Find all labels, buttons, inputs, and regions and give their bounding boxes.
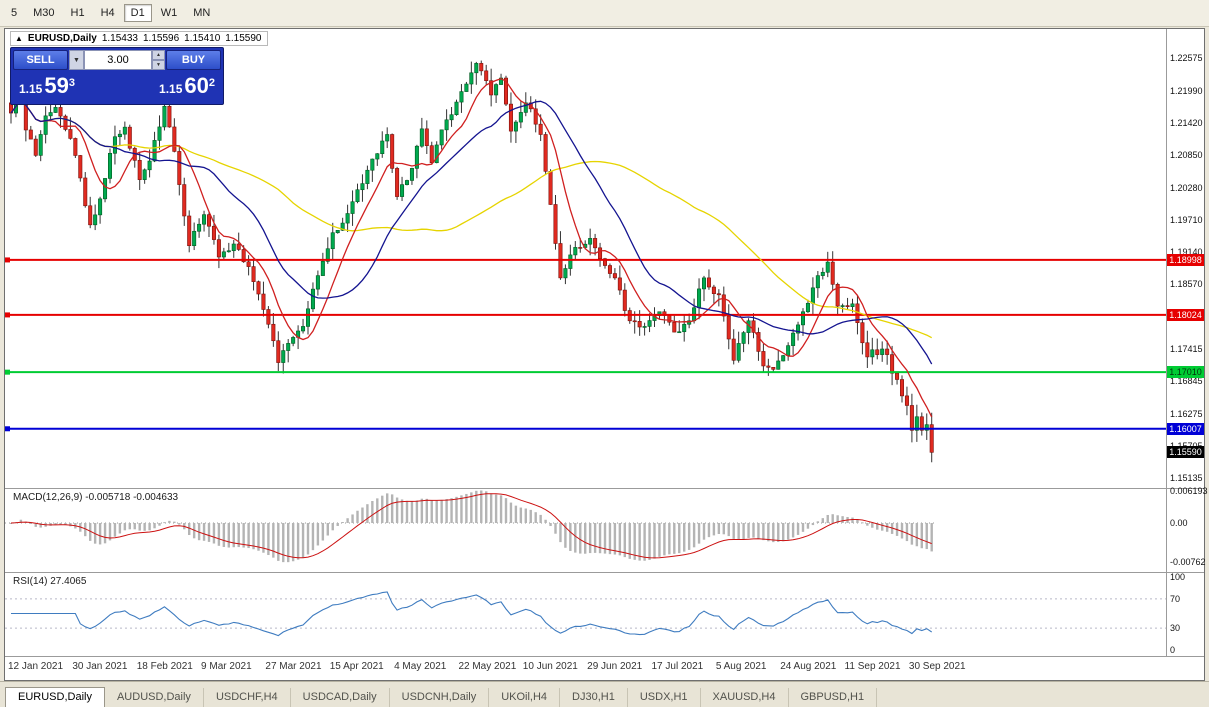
timeframe-button-h4[interactable]: H4 xyxy=(94,4,122,22)
sell-button[interactable]: SELL xyxy=(13,50,68,70)
volume-dropdown-button[interactable]: ▼ xyxy=(69,50,84,70)
panel-separator[interactable] xyxy=(5,656,1204,657)
rsi-axis-tick: 70 xyxy=(1170,593,1181,604)
tab-dj30-h1[interactable]: DJ30,H1 xyxy=(560,688,628,707)
tab-usdcnh-daily[interactable]: USDCNH,Daily xyxy=(390,688,490,707)
rsi-label: RSI(14) 27.4065 xyxy=(13,576,87,587)
date-label: 30 Sep 2021 xyxy=(908,661,966,672)
date-axis: 12 Jan 2021 30 Jan 2021 18 Feb 2021 9 Mar 2… xyxy=(5,657,1166,678)
price-tick: 1.16275 xyxy=(1170,408,1203,419)
axis-separator xyxy=(1166,29,1167,657)
price-tick: 1.15135 xyxy=(1170,473,1203,483)
symbol-period-label: EURUSD,Daily xyxy=(27,33,97,44)
volume-control: ▼ ▲ ▼ xyxy=(69,50,165,70)
price-tick: 1.18570 xyxy=(1170,279,1203,290)
timeframe-button-w1[interactable]: W1 xyxy=(154,4,185,22)
macd-histogram xyxy=(9,490,933,563)
tab-audusd-daily[interactable]: AUDUSD,Daily xyxy=(105,688,204,707)
volume-down-button[interactable]: ▼ xyxy=(152,60,165,70)
low-value: 1.15410 xyxy=(184,33,221,44)
macd-indicator-panel[interactable] xyxy=(5,489,1166,572)
ask-price: 1.15 60 2 xyxy=(159,73,215,98)
date-label: 11 Sep 2021 xyxy=(844,661,901,672)
hline-price-label: 1.18024 xyxy=(1167,308,1204,321)
high-value: 1.15596 xyxy=(142,33,180,44)
price-tick: 1.20850 xyxy=(1170,150,1203,161)
bid-price: 1.15 59 3 xyxy=(19,73,75,98)
candles xyxy=(9,60,934,463)
tab-ukoil-h4[interactable]: UKOil,H4 xyxy=(489,688,561,707)
close-value: 1.15590 xyxy=(225,33,262,44)
expand-icon[interactable]: ▲ xyxy=(15,34,23,43)
date-label: 27 Mar 2021 xyxy=(265,661,322,672)
moving-average xyxy=(10,95,933,339)
date-label: 12 Jan 2021 xyxy=(8,661,64,672)
tab-xauusd-h4[interactable]: XAUUSD,H4 xyxy=(701,688,789,707)
symbol-tabbar: EURUSD,Daily AUDUSD,Daily USDCHF,H4 USDCAD,… xyxy=(0,681,1209,707)
rsi-axis-tick: 0 xyxy=(1170,645,1176,655)
date-label: 22 May 2021 xyxy=(458,661,517,672)
date-label: 18 Feb 2021 xyxy=(136,661,193,672)
date-label: 10 Jun 2021 xyxy=(522,661,578,672)
timeframe-button-m30[interactable]: M30 xyxy=(26,4,61,22)
chart-window: 1.22575 1.21990 1.21420 1.20850 1.20280 1.197… xyxy=(4,28,1208,681)
date-label: 29 Jun 2021 xyxy=(587,661,643,672)
price-chart[interactable] xyxy=(5,29,1166,488)
date-label: 4 May 2021 xyxy=(394,661,447,672)
timeframe-button-mn[interactable]: MN xyxy=(186,4,217,22)
price-tick: 1.22575 xyxy=(1170,53,1203,63)
hline-price-label: 1.18998 xyxy=(1167,253,1204,266)
rsi-indicator-panel[interactable] xyxy=(5,573,1166,656)
date-label: 15 Apr 2021 xyxy=(329,661,384,672)
date-label: 30 Jan 2021 xyxy=(72,661,128,672)
rsi-axis-tick: 30 xyxy=(1170,623,1181,634)
horizontal-lines xyxy=(5,257,1166,432)
price-tick: 1.16845 xyxy=(1170,376,1203,387)
macd-axis-tick: 0.006193 xyxy=(1170,486,1208,497)
last-price-label: 1.15590 xyxy=(1167,446,1204,459)
date-label: 17 Jul 2021 xyxy=(651,661,704,672)
price-tick: 1.15705 xyxy=(1170,441,1203,451)
price-tick: 1.19710 xyxy=(1170,214,1203,225)
price-tick: 1.21990 xyxy=(1170,86,1203,97)
price-tick: 1.17415 xyxy=(1170,344,1203,355)
macd-axis-tick: 0.00 xyxy=(1170,518,1188,528)
macd-axis-tick: -0.00762 xyxy=(1170,557,1206,568)
price-tick: 1.19140 xyxy=(1170,246,1203,257)
date-label: 9 Mar 2021 xyxy=(201,661,252,672)
date-label: 24 Aug 2021 xyxy=(780,661,837,672)
hline-price-label: 1.16007 xyxy=(1167,422,1204,435)
tab-eurusd-daily[interactable]: EURUSD,Daily xyxy=(5,687,105,707)
tab-usdcad-daily[interactable]: USDCAD,Daily xyxy=(291,688,390,707)
rsi-line xyxy=(11,591,933,637)
rsi-axis-tick: 100 xyxy=(1170,572,1186,582)
macd-signal-line xyxy=(10,493,932,559)
moving-average xyxy=(10,77,933,418)
price-axis: 1.22575 1.21990 1.21420 1.20850 1.20280 1.197… xyxy=(1167,29,1208,678)
chart-title: ▲ EURUSD,Daily 1.15433 1.15596 1.15410 1… xyxy=(10,31,269,46)
volume-input[interactable] xyxy=(84,50,152,70)
open-value: 1.15433 xyxy=(101,33,138,44)
tab-usdchf-h4[interactable]: USDCHF,H4 xyxy=(204,688,291,707)
volume-stepper: ▲ ▼ xyxy=(152,50,165,70)
tab-usdx-h1[interactable]: USDX,H1 xyxy=(628,688,701,707)
timeframe-button-5[interactable]: 5 xyxy=(4,4,24,22)
panel-separator[interactable] xyxy=(5,572,1204,573)
price-tick: 1.20280 xyxy=(1170,182,1203,193)
hline-price-label: 1.17010 xyxy=(1167,366,1204,379)
price-tick: 1.21420 xyxy=(1170,118,1203,129)
timeframe-button-d1[interactable]: D1 xyxy=(123,4,152,22)
moving-average xyxy=(10,95,933,365)
volume-up-button[interactable]: ▲ xyxy=(152,50,165,60)
timeframe-toolbar: 5 M30 H1 H4 D1 W1 MN xyxy=(0,0,1209,27)
buy-button[interactable]: BUY xyxy=(166,50,221,70)
timeframe-button-h1[interactable]: H1 xyxy=(64,4,92,22)
macd-label: MACD(12,26,9) -0.005718 -0.004633 xyxy=(13,492,179,503)
date-label: 5 Aug 2021 xyxy=(715,661,767,672)
tab-gbpusd-h1[interactable]: GBPUSD,H1 xyxy=(789,688,878,707)
panel-separator[interactable] xyxy=(5,488,1204,489)
